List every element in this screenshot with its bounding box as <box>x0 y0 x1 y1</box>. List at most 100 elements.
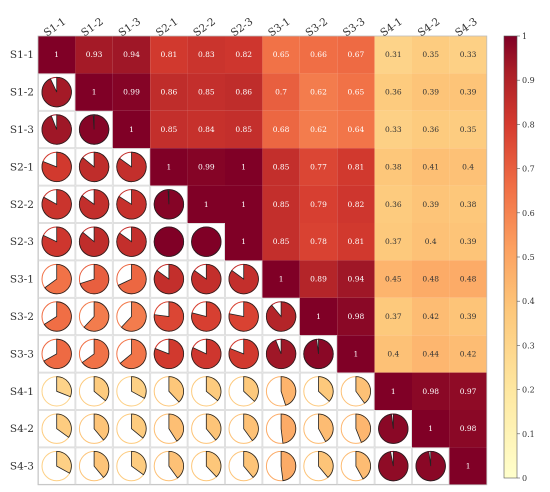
heat-cell <box>75 36 113 74</box>
y-tick-label: S4-3 <box>10 461 34 473</box>
heat-cell <box>299 185 338 223</box>
data-label: 0.42 <box>460 349 477 358</box>
data-label: 0.81 <box>348 162 365 171</box>
heat-cell <box>412 110 450 149</box>
heat-cell <box>449 260 487 298</box>
pie-slice <box>41 114 72 145</box>
heat-cell <box>412 335 450 373</box>
data-label: 0.65 <box>273 50 290 59</box>
data-label: 0.86 <box>161 88 178 97</box>
colorbar-gradient <box>503 35 518 479</box>
data-label: 0.48 <box>460 275 477 284</box>
heat-cell <box>262 260 300 298</box>
data-label: 0.33 <box>460 50 477 59</box>
pie-slice <box>79 189 110 220</box>
heat-cell <box>187 36 225 74</box>
heat-cell <box>299 223 338 261</box>
pie-slice <box>41 76 72 108</box>
pie-slice <box>120 301 147 332</box>
heat-cell <box>150 110 188 149</box>
data-label: 0.97 <box>460 387 477 396</box>
pie-slice <box>41 226 72 257</box>
heat-cell <box>374 148 412 186</box>
data-label: 0.35 <box>460 125 477 134</box>
data-label: 0.85 <box>273 237 290 246</box>
data-label: 1 <box>241 200 246 209</box>
data-label: 1 <box>354 349 359 358</box>
heat-cell <box>374 297 412 336</box>
pie-slice <box>79 263 110 295</box>
pie-slice <box>205 376 222 402</box>
heat-cell <box>449 335 487 373</box>
heat-cell <box>337 185 375 223</box>
heat-cell <box>187 110 225 149</box>
heat-cell <box>299 148 338 186</box>
heat-cell <box>225 73 263 111</box>
data-label: 0.48 <box>422 275 439 284</box>
data-label: 1 <box>241 162 246 171</box>
heat-cell <box>374 372 412 410</box>
heat-cell <box>449 73 487 111</box>
heat-cell <box>374 185 412 223</box>
y-tick-label: S3-2 <box>10 311 34 323</box>
heat-cell <box>449 185 487 223</box>
y-tick-label: S2-3 <box>10 236 34 248</box>
colorbar-tick-label: 0.7 <box>522 165 535 174</box>
pie-slice <box>378 413 409 444</box>
pie-slice <box>116 189 147 220</box>
pie-slice <box>318 413 334 443</box>
heat-cell <box>412 36 450 74</box>
data-label: 0.39 <box>422 88 439 97</box>
pie-slice <box>79 151 110 182</box>
pie-slice <box>266 338 297 369</box>
heat-cell <box>374 73 412 111</box>
heat-cell <box>337 335 375 373</box>
data-label: 1 <box>279 275 284 284</box>
data-label: 1 <box>241 237 246 246</box>
data-label: 1 <box>391 387 396 396</box>
colorbar: 0 0.1 0.2 0.3 0.4 0.5 0.6 0.7 0.8 0.9 1 <box>503 32 535 483</box>
data-label: 0.81 <box>161 50 178 59</box>
heat-cell <box>262 36 300 74</box>
pie-slice <box>117 263 147 295</box>
pie-slice <box>303 338 334 369</box>
y-tick-label: S1-2 <box>10 87 34 99</box>
heat-cell <box>150 148 188 186</box>
data-label: 0.68 <box>273 125 290 134</box>
pie-slice <box>355 413 371 443</box>
data-label: 0.82 <box>235 50 252 59</box>
data-label: 0.36 <box>385 88 402 97</box>
heat-cell <box>412 148 450 186</box>
data-label: 0.35 <box>422 50 439 59</box>
data-label: 1 <box>204 200 209 209</box>
pie-slice <box>131 413 147 439</box>
pie-slice <box>93 413 110 441</box>
heat-cell <box>187 185 225 223</box>
data-label: 0.31 <box>385 50 402 59</box>
pie-slice <box>153 338 184 369</box>
pie-slice <box>243 413 259 442</box>
heat-cell <box>337 110 375 149</box>
y-tick-label: S4-2 <box>10 423 34 435</box>
colorbar-tick-label: 0.6 <box>522 209 535 218</box>
heat-cell <box>374 36 412 74</box>
colorbar-tick-label: 0.5 <box>522 253 535 262</box>
colorbar-tick-label: 0.9 <box>522 76 535 85</box>
y-tick-label: S2-2 <box>10 199 34 211</box>
data-label: 0.94 <box>348 275 365 284</box>
y-tick-label: S1-1 <box>10 49 34 61</box>
heat-cell <box>187 73 225 111</box>
data-label: 0.77 <box>310 162 327 171</box>
heat-cell <box>299 36 338 74</box>
data-label: 0.85 <box>235 125 252 134</box>
heat-cell <box>299 110 338 149</box>
colorbar-tick-label: 1 <box>522 32 527 41</box>
heat-cell <box>337 148 375 186</box>
data-label: 0.39 <box>460 237 477 246</box>
pie-slice <box>168 413 184 442</box>
data-label: 0.4 <box>462 162 474 171</box>
data-label: 0.62 <box>310 88 327 97</box>
data-label: 0.38 <box>460 200 477 209</box>
heat-cell <box>187 148 225 186</box>
heat-cell <box>262 148 300 186</box>
